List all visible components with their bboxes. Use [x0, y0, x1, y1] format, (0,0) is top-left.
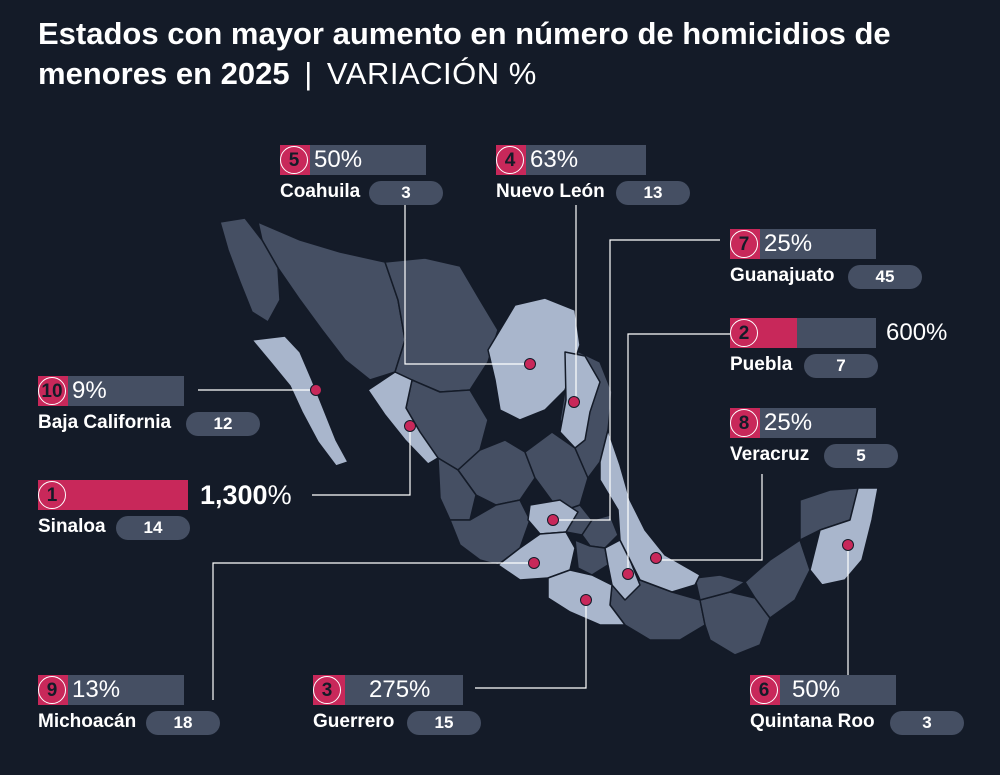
chart-title: Estados con mayor aumento en número de h…: [38, 14, 978, 94]
marker-guanajuato: [547, 514, 559, 526]
leader-line-sinaloa: [312, 426, 411, 496]
count-pill: 12: [186, 412, 260, 436]
leader-line-guerrero: [475, 601, 587, 689]
state-shape-chiapas: [699, 591, 771, 656]
pct-label: 275%: [369, 676, 431, 703]
marker-sinaloa: [404, 420, 416, 432]
pct-symbol: %: [267, 480, 292, 510]
pct-label: 9%: [72, 377, 107, 404]
pct-label: 63%: [530, 146, 579, 173]
leader-line-guanajuato: [555, 239, 720, 521]
rank-badge: 4: [496, 146, 524, 174]
rank-badge: 6: [750, 676, 778, 704]
title-separator: |: [304, 56, 313, 91]
state-name: Coahuila: [280, 181, 361, 202]
pct-bar-track: [313, 675, 463, 705]
marker-veracruz: [650, 552, 662, 564]
state-shape-campeche: [744, 539, 811, 619]
rank-badge: 8: [730, 409, 758, 437]
state-shape-bcs-north: [219, 217, 281, 323]
state-shape-coahuila: [487, 297, 581, 421]
leader-line-michoacan: [212, 562, 534, 700]
pct-label: 1,300%: [200, 480, 292, 510]
count-pill: 15: [407, 711, 481, 735]
state-name: Puebla: [730, 354, 793, 375]
count-pill: 5: [824, 444, 898, 468]
rank-badge: 7: [730, 230, 758, 258]
marker-coahuila: [524, 358, 536, 370]
state-name: Guanajuato: [730, 265, 835, 286]
state-name: Guerrero: [313, 711, 395, 732]
state-shape-quintana-roo: [809, 487, 879, 586]
state-shape-chihuahua: [384, 257, 499, 393]
leader-line-coahuila: [404, 205, 530, 365]
state-shape-slp: [524, 431, 589, 513]
count-pill: 3: [890, 711, 964, 735]
state-shape-michoacan: [497, 531, 576, 581]
state-name: Veracruz: [730, 444, 810, 465]
pct-label: 50%: [792, 676, 841, 703]
leader-line-veracruz: [657, 474, 763, 561]
rank-badge: 9: [38, 676, 66, 704]
marker-quintana-roo: [842, 539, 854, 551]
rank-badge: 5: [280, 146, 308, 174]
state-shape-nuevo-leon: [559, 351, 601, 449]
state-shape-baja-california: [251, 335, 349, 467]
pct-label: 25%: [764, 230, 813, 257]
marker-puebla: [622, 568, 634, 580]
count-pill: 3: [369, 181, 443, 205]
state-shape-sinaloa: [367, 371, 439, 465]
state-shape-tabasco: [694, 574, 746, 601]
leader-lines: [198, 205, 849, 700]
pct-label: 600%: [886, 319, 948, 346]
state-markers: [310, 358, 854, 606]
marker-michoacan: [528, 557, 540, 569]
marker-guerrero: [580, 594, 592, 606]
state-shape-jalisco: [449, 499, 531, 566]
state-name: Quintana Roo: [750, 711, 875, 732]
title-subtitle: VARIACIÓN %: [326, 56, 537, 91]
pct-label: 50%: [314, 146, 363, 173]
count-pill: 45: [848, 265, 922, 289]
rank-badge: 3: [313, 676, 341, 704]
rank-badge: 1: [38, 481, 66, 509]
state-shape-sonora: [257, 221, 406, 381]
marker-baja-california: [310, 384, 322, 396]
title-main: Estados con mayor aumento en número de h…: [38, 16, 891, 91]
count-pill: 7: [804, 354, 878, 378]
rank-badge: 2: [730, 319, 758, 347]
marker-nuevo-leon: [568, 396, 580, 408]
leader-line-puebla: [627, 333, 730, 574]
state-name: Nuevo León: [496, 181, 605, 202]
count-pill: 14: [116, 516, 190, 540]
state-name: Michoacán: [38, 711, 137, 732]
count-pill: 18: [146, 711, 220, 735]
pct-label: 13%: [72, 676, 121, 703]
pct-value: 1,300: [200, 480, 268, 510]
pct-label: 25%: [764, 409, 813, 436]
count-pill: 13: [616, 181, 690, 205]
rank-badge: 10: [38, 377, 66, 405]
state-name: Baja California: [38, 412, 172, 433]
state-name: Sinaloa: [38, 516, 106, 537]
